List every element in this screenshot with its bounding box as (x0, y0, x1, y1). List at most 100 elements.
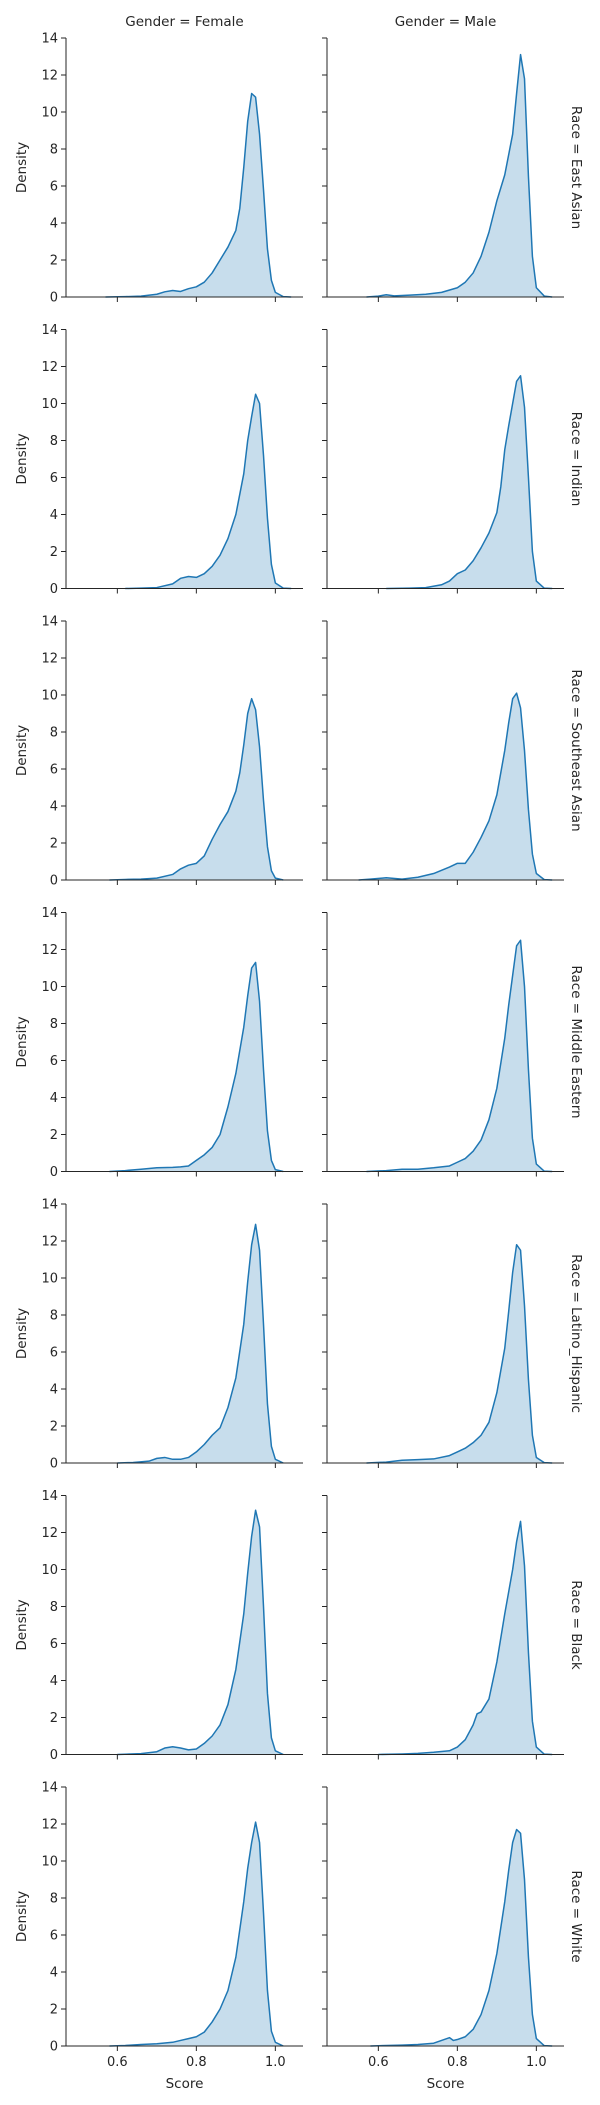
kde-line-6-0 (109, 1821, 284, 2047)
kde-fill-4-1 (366, 1244, 553, 1463)
y-tick-label-1-4: 8 (50, 434, 58, 449)
x-tick-label-0-0: 0.6 (107, 2055, 128, 2070)
kde-fill-6-0 (109, 1822, 284, 2046)
y-tick-label-2-4: 8 (50, 726, 58, 741)
y-tick-label-3-4: 8 (50, 1017, 58, 1032)
row-title-2: Race = Southeast Asian (568, 669, 584, 831)
y-tick-label-6-2: 4 (50, 1966, 58, 1981)
kde-line-0-1 (366, 53, 553, 298)
y-tick-label-2-0: 0 (50, 874, 58, 889)
y-tick-label-0-1: 2 (50, 254, 58, 269)
kde-fill-1-0 (125, 394, 292, 589)
kde-line-4-1 (366, 1243, 553, 1464)
y-axis-label-5: Density (14, 1599, 30, 1650)
y-tick-label-1-2: 4 (50, 508, 58, 523)
y-tick-label-2-6: 12 (41, 652, 58, 667)
y-tick-label-5-3: 6 (50, 1637, 58, 1652)
row-title-6: Race = White (568, 1870, 584, 1962)
kde-fill-3-1 (366, 940, 553, 1172)
kde-fill-1-1 (386, 375, 553, 589)
row-title-5: Race = Black (568, 1580, 584, 1670)
y-tick-label-5-5: 10 (41, 1563, 58, 1578)
y-tick-label-5-0: 0 (50, 1748, 58, 1763)
col-title-0: Gender = Female (125, 14, 243, 30)
x-tick-label-0-1: 0.8 (186, 2055, 207, 2070)
y-tick-label-4-5: 10 (41, 1272, 58, 1287)
kde-fill-6-1 (370, 1829, 553, 2046)
kde-fill-5-0 (117, 1510, 284, 1755)
x-tick-label-1-2: 1.0 (526, 2055, 547, 2070)
row-title-3: Race = Middle Eastern (568, 965, 584, 1118)
kde-fill-3-0 (109, 962, 284, 1172)
y-tick-label-5-2: 4 (50, 1674, 58, 1689)
row-title-1: Race = Indian (568, 412, 584, 507)
y-axis-label-6: Density (14, 1891, 30, 1942)
kde-line-3-0 (109, 961, 284, 1173)
y-tick-label-1-0: 0 (50, 582, 58, 597)
kde-fill-0-1 (366, 54, 553, 298)
y-axis-label-0: Density (14, 142, 30, 193)
y-tick-label-4-4: 8 (50, 1309, 58, 1324)
kde-line-0-0 (105, 92, 292, 298)
x-tick-label-1-0: 0.6 (368, 2055, 389, 2070)
y-tick-label-2-2: 4 (50, 800, 58, 815)
y-tick-label-3-6: 12 (41, 943, 58, 958)
y-tick-label-3-0: 0 (50, 1165, 58, 1180)
y-tick-label-4-2: 4 (50, 1383, 58, 1398)
kde-line-2-1 (358, 692, 553, 881)
y-tick-label-5-4: 8 (50, 1600, 58, 1615)
kde-line-3-1 (366, 939, 553, 1173)
kde-line-5-0 (117, 1509, 284, 1756)
y-axis-label-2: Density (14, 725, 30, 776)
y-tick-label-1-1: 2 (50, 545, 58, 560)
y-tick-label-2-3: 6 (50, 763, 58, 778)
x-axis-label-0: Score (166, 2076, 204, 2092)
y-tick-label-6-1: 2 (50, 2003, 58, 2018)
y-tick-label-5-6: 12 (41, 1526, 58, 1541)
y-tick-label-6-0: 0 (50, 2040, 58, 2055)
row-title-0: Race = East Asian (568, 106, 584, 229)
y-tick-label-6-4: 8 (50, 1892, 58, 1907)
x-tick-label-1-1: 0.8 (447, 2055, 468, 2070)
kde-line-2-0 (109, 697, 284, 881)
y-tick-label-4-7: 14 (41, 1198, 58, 1213)
y-tick-label-0-2: 4 (50, 217, 58, 232)
y-tick-label-0-7: 14 (41, 32, 58, 47)
y-tick-label-1-6: 12 (41, 360, 58, 375)
x-axis-label-1: Score (427, 2076, 465, 2092)
y-tick-label-0-5: 10 (41, 106, 58, 121)
y-tick-label-5-7: 14 (41, 1489, 58, 1504)
y-axis-label-1: Density (14, 433, 30, 484)
kde-line-6-1 (370, 1828, 553, 2047)
y-tick-label-0-6: 12 (41, 69, 58, 84)
x-tick-label-0-2: 1.0 (265, 2055, 286, 2070)
y-tick-label-3-5: 10 (41, 980, 58, 995)
y-tick-label-6-6: 12 (41, 1818, 58, 1833)
y-tick-label-4-0: 0 (50, 1457, 58, 1472)
y-tick-label-3-1: 2 (50, 1128, 58, 1143)
y-tick-label-5-1: 2 (50, 1711, 58, 1726)
y-tick-label-1-5: 10 (41, 397, 58, 412)
y-tick-label-3-3: 6 (50, 1054, 58, 1069)
y-tick-label-4-1: 2 (50, 1420, 58, 1435)
kde-line-5-1 (378, 1520, 553, 1756)
y-tick-label-0-3: 6 (50, 180, 58, 195)
y-tick-label-2-5: 10 (41, 689, 58, 704)
kde-fill-4-0 (117, 1224, 284, 1463)
kde-fill-2-0 (109, 698, 284, 880)
kde-fill-2-1 (358, 693, 553, 880)
y-tick-label-3-2: 4 (50, 1091, 58, 1106)
kde-line-1-1 (386, 375, 553, 590)
kde-line-1-0 (125, 393, 292, 590)
y-axis-label-4: Density (14, 1308, 30, 1359)
y-tick-label-0-0: 0 (50, 291, 58, 306)
y-tick-label-6-3: 6 (50, 1929, 58, 1944)
y-tick-label-6-7: 14 (41, 1781, 58, 1796)
y-tick-label-1-7: 14 (41, 323, 58, 338)
row-title-4: Race = Latino_Hispanic (568, 1254, 584, 1413)
y-tick-label-1-3: 6 (50, 471, 58, 486)
y-axis-label-3: Density (14, 1016, 30, 1067)
col-title-1: Gender = Male (395, 14, 497, 30)
